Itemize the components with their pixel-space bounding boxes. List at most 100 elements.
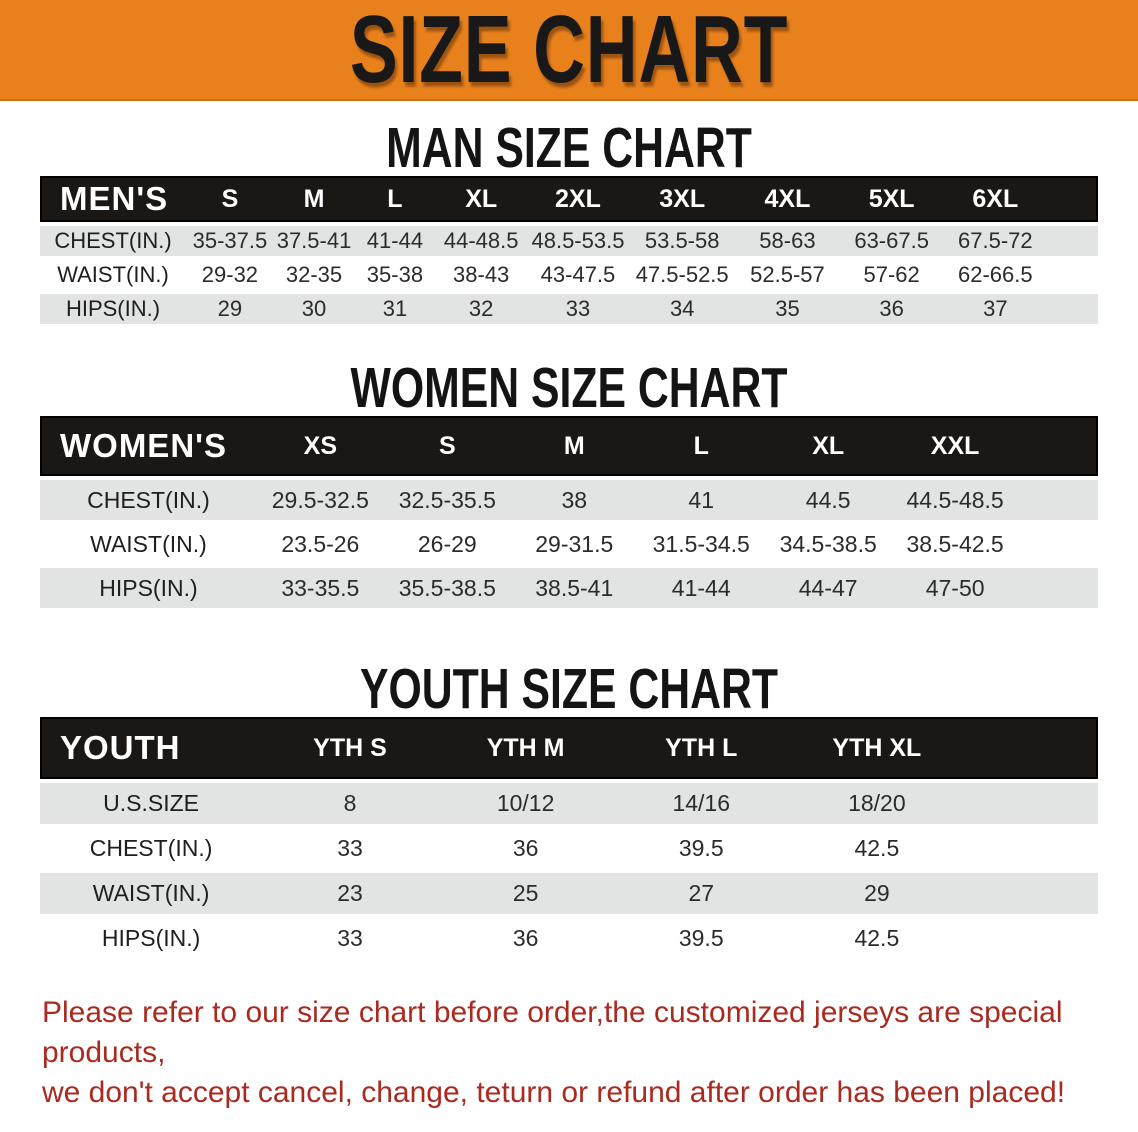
column-header: YTH M: [437, 717, 614, 779]
table-cell: 44-47: [764, 568, 892, 608]
table-cell: 48.5-53.5: [526, 226, 630, 256]
table-row: CHEST(IN.) 29.5-32.5 32.5-35.5 38 41 44.5 44.5…: [40, 480, 1098, 520]
table-cell: 35: [735, 294, 840, 324]
table-cell: 29: [186, 294, 274, 324]
table-cell: 33: [526, 294, 630, 324]
table-cell: 58-63: [735, 226, 840, 256]
table-cell: 47.5-52.5: [629, 260, 736, 290]
mens-table-body: CHEST(IN.) 35-37.5 37.5-41 41-44 44-48.5 48.5…: [40, 226, 1098, 324]
table-cell: 39.5: [613, 828, 790, 869]
table-cell: 30: [273, 294, 355, 324]
row-filler: [964, 783, 1098, 824]
table-cell: 8: [262, 783, 438, 824]
table-cell: 10/12: [437, 783, 614, 824]
table-cell: 32-35: [273, 260, 355, 290]
row-filler: [1047, 260, 1098, 290]
header-filler: [1047, 176, 1098, 222]
table-cell: 33: [262, 828, 438, 869]
column-header: YTH XL: [789, 717, 965, 779]
table-cell: 42.5: [789, 828, 965, 869]
table-cell: 23.5-26: [256, 524, 384, 564]
row-label: HIPS(IN.): [40, 294, 186, 324]
table-cell: 63-67.5: [839, 226, 944, 256]
row-filler: [1018, 568, 1098, 608]
row-label: CHEST(IN.): [40, 480, 257, 520]
column-header: XL: [435, 176, 527, 222]
row-filler: [1018, 480, 1098, 520]
row-label: CHEST(IN.): [40, 828, 263, 869]
table-cell: 38.5-42.5: [891, 524, 1019, 564]
column-header: XL: [764, 416, 892, 476]
table-cell: 29.5-32.5: [256, 480, 384, 520]
order-policy-line-2: we don't accept cancel, change, teturn o…: [42, 1076, 1066, 1109]
table-cell: 14/16: [613, 783, 790, 824]
row-filler: [1018, 524, 1098, 564]
column-header: 3XL: [629, 176, 736, 222]
header-filler: [964, 717, 1098, 779]
table-cell: 36: [437, 918, 614, 959]
table-cell: 57-62: [839, 260, 944, 290]
table-header-row: WOMEN'S XS S M L XL XXL: [40, 416, 1098, 476]
table-header-label: MEN'S: [40, 176, 186, 222]
man-size-chart-heading: MAN SIZE CHART: [386, 116, 752, 180]
table-row: CHEST(IN.) 33 36 39.5 42.5: [40, 828, 1098, 869]
mens-size-table: MEN'S S M L XL 2XL 3XL 4XL 5XL 6XL CHEST(IN.) 35-3…: [40, 172, 1098, 328]
table-row: HIPS(IN.) 33-35.5 35.5-38.5 38.5-41 41-44 44-…: [40, 568, 1098, 608]
table-cell: 25: [437, 873, 614, 914]
table-header-row: MEN'S S M L XL 2XL 3XL 4XL 5XL 6XL: [40, 176, 1098, 222]
column-header: S: [186, 176, 274, 222]
row-filler: [964, 918, 1098, 959]
table-cell: 37.5-41: [273, 226, 355, 256]
column-header: 6XL: [943, 176, 1048, 222]
row-filler: [1047, 294, 1098, 324]
table-cell: 33-35.5: [256, 568, 384, 608]
row-label: U.S.SIZE: [40, 783, 263, 824]
table-cell: 34.5-38.5: [764, 524, 892, 564]
table-cell: 35-37.5: [186, 226, 274, 256]
table-cell: 31.5-34.5: [637, 524, 765, 564]
column-header: 4XL: [735, 176, 840, 222]
row-label: CHEST(IN.): [40, 226, 186, 256]
row-label: WAIST(IN.): [40, 524, 257, 564]
table-cell: 35.5-38.5: [383, 568, 511, 608]
column-header: M: [510, 416, 638, 476]
table-cell: 32: [435, 294, 527, 324]
table-cell: 38: [510, 480, 638, 520]
column-header: XXL: [891, 416, 1019, 476]
table-header-label: WOMEN'S: [40, 416, 257, 476]
table-cell: 18/20: [789, 783, 965, 824]
table-cell: 41-44: [637, 568, 765, 608]
order-policy-note: Please refer to our size chart before or…: [42, 993, 1096, 1113]
womens-size-table: WOMEN'S XS S M L XL XXL CHEST(IN.) 29.5-32.5 32.…: [40, 412, 1098, 612]
column-header: YTH L: [613, 717, 790, 779]
table-cell: 42.5: [789, 918, 965, 959]
table-cell: 41-44: [354, 226, 436, 256]
table-row: U.S.SIZE 8 10/12 14/16 18/20: [40, 783, 1098, 824]
column-header: L: [637, 416, 765, 476]
row-label: WAIST(IN.): [40, 873, 263, 914]
table-row: WAIST(IN.) 23.5-26 26-29 29-31.5 31.5-34.5 34…: [40, 524, 1098, 564]
table-row: CHEST(IN.) 35-37.5 37.5-41 41-44 44-48.5 48.5…: [40, 226, 1098, 256]
table-cell: 37: [943, 294, 1048, 324]
table-header-row: YOUTH YTH S YTH M YTH L YTH XL: [40, 717, 1098, 779]
table-row: HIPS(IN.) 29 30 31 32 33 34 35 36 37: [40, 294, 1098, 324]
youth-table-header: YOUTH YTH S YTH M YTH L YTH XL: [40, 717, 1098, 779]
table-row: WAIST(IN.) 29-32 32-35 35-38 38-43 43-47.5 47.…: [40, 260, 1098, 290]
table-cell: 67.5-72: [943, 226, 1048, 256]
table-cell: 35-38: [354, 260, 436, 290]
row-filler: [964, 828, 1098, 869]
table-cell: 44.5: [764, 480, 892, 520]
table-cell: 29-31.5: [510, 524, 638, 564]
table-cell: 38-43: [435, 260, 527, 290]
table-cell: 33: [262, 918, 438, 959]
mens-table-header: MEN'S S M L XL 2XL 3XL 4XL 5XL 6XL: [40, 176, 1098, 222]
column-header: XS: [256, 416, 384, 476]
row-label: HIPS(IN.): [40, 918, 263, 959]
table-cell: 26-29: [383, 524, 511, 564]
column-header: YTH S: [262, 717, 438, 779]
column-header: 5XL: [839, 176, 944, 222]
column-header: L: [354, 176, 436, 222]
table-row: WAIST(IN.) 23 25 27 29: [40, 873, 1098, 914]
table-cell: 23: [262, 873, 438, 914]
size-chart-banner: SIZE CHART: [0, 0, 1138, 101]
